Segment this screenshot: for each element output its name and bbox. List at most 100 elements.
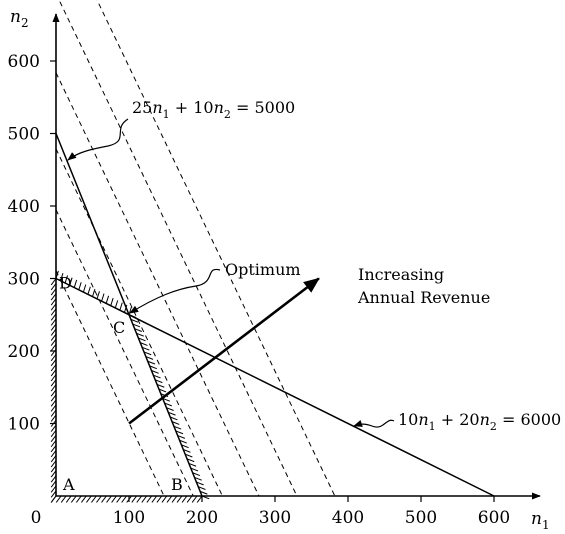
hatch-mark [119, 302, 123, 311]
constraint-line [55, 277, 495, 497]
x-tick-label: 300 [259, 508, 291, 528]
hatch-mark [196, 481, 204, 486]
hatch-mark [96, 495, 102, 503]
point-label-a: A [62, 475, 75, 494]
hatch-mark [136, 332, 144, 337]
hatch-mark [151, 370, 159, 374]
hatch-mark [145, 356, 154, 360]
x-tick-label: 0 [31, 508, 42, 528]
hatch-mark [186, 495, 193, 503]
constraint-1-label: 25n1 + 10n2 = 5000 [132, 98, 295, 121]
isorevenue-lines [55, 0, 336, 497]
point-label-b: B [171, 475, 183, 494]
x-tick-label: 400 [332, 508, 364, 528]
hatch-mark [190, 467, 199, 472]
hatch-mark [75, 495, 82, 503]
hatch-mark [147, 360, 156, 365]
hatch-mark [50, 495, 57, 503]
isorevenue-line [96, 0, 336, 497]
hatch-mark [141, 346, 150, 351]
hatch-mark [199, 490, 208, 495]
point-label-c: C [113, 318, 125, 337]
hatch-mark [81, 495, 87, 503]
hatch-mark [111, 495, 117, 503]
isorevenue-line [58, 0, 298, 497]
hatch-mark [86, 495, 92, 503]
hatch-mark [91, 495, 97, 503]
hatch-mark [156, 495, 163, 503]
hatch-mark [171, 495, 178, 503]
hatch-mark [138, 337, 146, 342]
hatch-mark [116, 495, 122, 503]
hatch-mark [169, 416, 178, 421]
hatch-mark [140, 342, 148, 346]
hatch-mark [136, 495, 142, 503]
hatch-mark [155, 379, 163, 384]
hatch-mark [92, 288, 96, 297]
hatch-mark [130, 318, 139, 323]
optimum-label: Optimum [225, 260, 301, 279]
hatch-mark [121, 495, 127, 503]
hatch-mark [69, 277, 73, 286]
x-tick-label: 500 [405, 508, 437, 528]
hatch-mark [171, 421, 180, 425]
y-tick-label: 500 [8, 125, 40, 145]
hatch-mark [168, 411, 176, 416]
hatch-mark [110, 297, 114, 306]
hatch-mark [191, 495, 198, 503]
x-axis-label: n1 [531, 509, 550, 532]
hatch-mark [156, 383, 165, 388]
axis-ticks: 0 100 200 300 400 500 600 100 200 300 400 500 600 [8, 52, 511, 528]
feasible-region-hatching [50, 270, 210, 503]
hatch-mark [64, 275, 69, 284]
hatch-mark [78, 282, 82, 290]
hatch-mark [146, 495, 153, 503]
hatch-mark [184, 453, 193, 458]
hatch-mark [131, 495, 137, 503]
revenue-label-line-2: Annual Revenue [357, 288, 490, 307]
hatch-mark [173, 425, 182, 430]
y-axis-label: n2 [10, 7, 29, 30]
y-tick-label: 100 [8, 415, 40, 435]
hatch-mark [114, 300, 119, 309]
hatch-mark [151, 495, 158, 503]
hatch-mark [166, 495, 173, 503]
constraint-2-pointer [353, 419, 395, 428]
hatch-mark [141, 495, 148, 503]
hatch-mark [70, 495, 77, 503]
hatch-mark [158, 388, 167, 393]
y-tick-label: 600 [8, 52, 40, 72]
hatch-mark [166, 407, 174, 411]
hatch-mark [73, 279, 78, 288]
hatch-mark [192, 472, 201, 477]
hatch-mark [105, 295, 110, 304]
y-tick-label: 400 [8, 197, 40, 217]
hatch-mark [87, 286, 91, 295]
hatch-mark [186, 458, 195, 463]
hatch-mark [65, 495, 72, 503]
isorevenue-line [55, 148, 223, 497]
annotations: Increasing Annual Revenue 25n1 + 10n2 = 50… [67, 98, 561, 433]
hatch-mark [132, 323, 141, 328]
isorevenue-line [55, 270, 165, 497]
constraint-lines [55, 133, 495, 497]
hatch-mark [149, 365, 157, 370]
hatch-mark [162, 397, 171, 402]
isorevenue-line [55, 209, 194, 497]
x-tick-label: 200 [186, 508, 218, 528]
hatch-mark [101, 293, 105, 302]
hatch-mark [164, 402, 172, 407]
hatch-mark [60, 273, 64, 281]
hatch-mark [101, 495, 107, 503]
hatch-mark [176, 495, 183, 503]
hatch-mark [128, 306, 132, 315]
hatch-mark [60, 495, 67, 503]
constraint-1-pointer [67, 118, 129, 161]
point-label-d: D [59, 274, 72, 293]
y-tick-label: 200 [8, 342, 40, 362]
corner-points: A B C D [59, 274, 183, 495]
hatch-mark [183, 449, 191, 453]
revenue-arrow [128, 277, 320, 425]
constraint-2-label: 10n1 + 20n2 = 6000 [398, 410, 561, 433]
